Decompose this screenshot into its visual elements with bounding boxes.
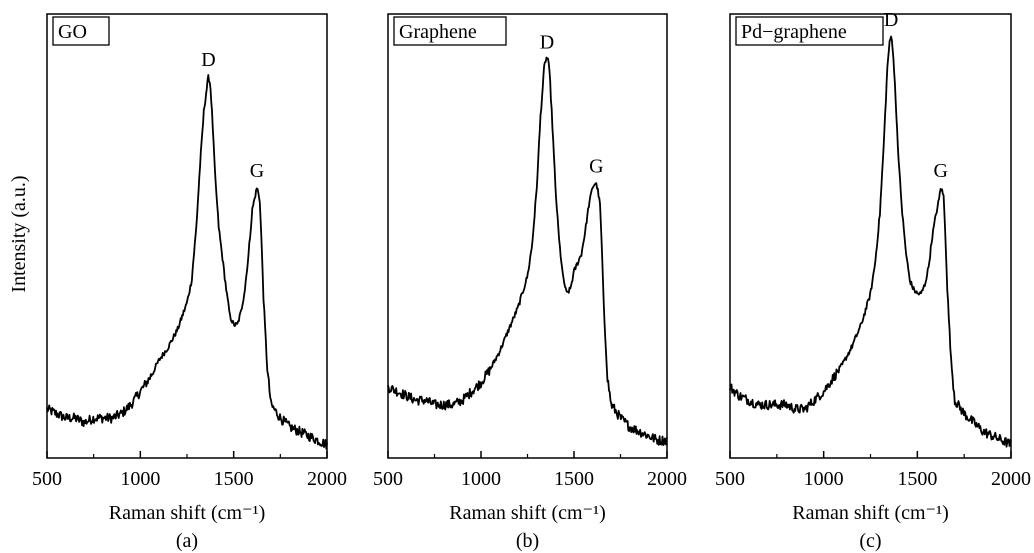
- x-tick-label: 2000: [991, 468, 1031, 490]
- y-axis-label: Intensity (a.u.): [8, 175, 30, 292]
- spectrum-series-0: [46, 74, 328, 450]
- panel-caption: (c): [859, 530, 881, 552]
- panel-caption: (a): [176, 530, 198, 552]
- spectrum-series-0: [729, 35, 1012, 448]
- chart-panel-1: 500 1000 1500 2000 Raman shift (cm⁻¹) (b) Grap…: [373, 13, 687, 552]
- x-tick-label: 2000: [647, 468, 687, 490]
- panel-title: Pd−graphene: [741, 21, 847, 43]
- x-tick-label: 1000: [120, 468, 160, 490]
- x-tick-label: 2000: [307, 468, 347, 490]
- x-axis-label: Raman shift (cm⁻¹): [792, 502, 949, 524]
- peak-label-g: G: [934, 160, 948, 182]
- x-tick-label: 1000: [461, 468, 501, 490]
- x-tick-label: 1500: [214, 468, 254, 490]
- panel-title: GO: [58, 21, 87, 43]
- panel-title-box: [52, 16, 110, 46]
- x-tick-label: 500: [32, 468, 62, 490]
- peak-label-d: D: [201, 49, 215, 71]
- panel-title-box: [735, 16, 884, 46]
- peak-label-d: D: [540, 31, 554, 53]
- chart-panel-0: 500 1000 1500 2000 Raman shift (cm⁻¹) (a) GO D G: [32, 13, 347, 552]
- x-tick-label: 1500: [554, 468, 594, 490]
- x-tick-label: 1500: [897, 468, 937, 490]
- x-tick-label: 500: [373, 468, 403, 490]
- x-tick-label: 1000: [804, 468, 844, 490]
- x-axis-label: Raman shift (cm⁻¹): [449, 502, 606, 524]
- peak-label-d: D: [884, 9, 898, 31]
- panel-title-box: [393, 16, 507, 46]
- chart-panels: 500 1000 1500 2000 Raman shift (cm⁻¹) (a) GO D G…: [32, 9, 1031, 552]
- peak-label-g: G: [589, 156, 603, 178]
- chart-panel-2: 500 1000 1500 2000 Raman shift (cm⁻¹) (c) Pd−g…: [715, 9, 1031, 552]
- x-axis-label: Raman shift (cm⁻¹): [109, 502, 266, 524]
- peak-label-g: G: [250, 160, 264, 182]
- spectrum-series-0: [387, 56, 668, 446]
- x-tick-label: 500: [715, 468, 745, 490]
- panel-title: Graphene: [399, 21, 477, 43]
- panel-caption: (b): [516, 530, 539, 552]
